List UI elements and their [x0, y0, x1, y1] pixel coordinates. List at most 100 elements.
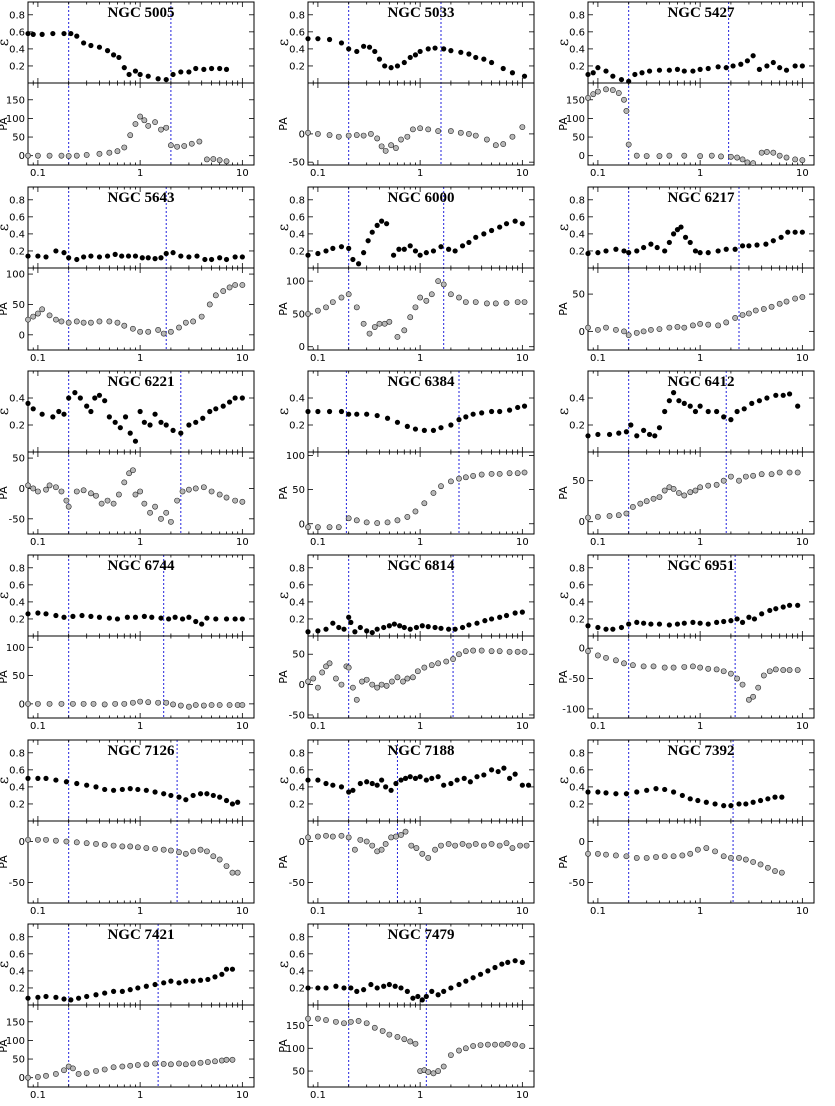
pa-point	[613, 852, 619, 859]
pa-y-tick-label: -50	[569, 674, 585, 685]
pa-point	[428, 662, 435, 669]
ellipticity-point	[777, 65, 783, 71]
panel-ngc-6814: 0.1 1 10 0.2 0.4 0.6 0.8 -50 0 50 ε PA NGC 6814	[276, 554, 535, 732]
ellipticity-point	[721, 618, 727, 625]
ellipticity-point	[68, 30, 74, 37]
ellipticity-point	[412, 52, 419, 58]
pa-axis-label: PA	[277, 302, 290, 316]
ellipticity-point	[715, 64, 721, 70]
ellipticity-point	[88, 253, 94, 259]
pa-point	[462, 648, 469, 655]
ellipticity-point	[785, 229, 791, 235]
ellipticity-point	[448, 780, 454, 787]
panel-title: NGC 7479	[387, 927, 454, 943]
pa-point	[206, 301, 213, 308]
pa-point	[353, 132, 360, 138]
ellipticity-point	[386, 981, 392, 988]
ellipticity-point	[132, 438, 139, 444]
pa-axis-label: PA	[277, 117, 290, 131]
pa-y-tick-label: 0	[299, 680, 305, 691]
pa-point	[799, 157, 806, 164]
ellipticity-point	[204, 791, 210, 797]
eps-y-tick-label: 0.8	[289, 10, 305, 21]
x-tick-label: 10	[236, 1090, 249, 1101]
ellipticity-point	[102, 786, 108, 793]
pa-y-tick-label: 100	[286, 1044, 305, 1055]
pa-point	[681, 492, 688, 499]
ellipticity-point	[585, 623, 591, 629]
eps-y-tick-label: 0.4	[9, 394, 25, 405]
pa-axes	[307, 451, 535, 535]
ellipticity-point	[503, 612, 510, 619]
pa-point	[374, 684, 381, 691]
eps-y-tick-label: 0.6	[9, 27, 25, 38]
ellipticity-point	[357, 780, 363, 787]
ellipticity-point	[239, 254, 245, 260]
pa-point	[656, 326, 663, 333]
pa-point	[204, 156, 210, 163]
ellipticity-point	[697, 66, 703, 72]
pa-point	[93, 841, 99, 847]
pa-point	[410, 126, 416, 133]
pa-axis-label: PA	[557, 302, 570, 316]
ellipticity-point	[355, 261, 362, 267]
pa-axis-label: PA	[0, 855, 10, 869]
pa-point	[53, 1071, 59, 1077]
pa-point	[46, 482, 53, 489]
pa-point	[734, 675, 741, 682]
ellipticity-point	[368, 981, 374, 988]
ellipticity-point	[595, 789, 601, 795]
pa-point	[389, 678, 395, 685]
panel-ngc-6000: 0.1 1 10 0.2 0.4 0.6 0.8 0 50 100 ε PA NGC 6000	[276, 186, 535, 364]
pa-point	[623, 108, 630, 114]
x-tick-label: 10	[516, 1090, 529, 1101]
pa-point	[595, 326, 601, 333]
pa-point	[182, 850, 189, 857]
ellipticity-point	[681, 400, 687, 406]
eps-y-tick-label: 0.6	[569, 580, 585, 591]
pa-point	[661, 853, 668, 860]
eps-y-tick-label: 0.6	[289, 212, 305, 223]
ellipticity-point	[666, 67, 672, 73]
ellipticity-point	[497, 614, 503, 620]
eps-axis-label: ε	[0, 961, 12, 968]
pa-point	[720, 668, 727, 675]
ellipticity-point	[466, 239, 472, 246]
pa-point	[177, 702, 184, 709]
ellipticity-point	[423, 777, 429, 783]
ellipticity-point	[190, 978, 196, 984]
pa-point	[419, 850, 426, 857]
ellipticity-point	[199, 621, 205, 627]
pa-point	[412, 304, 419, 311]
ellipticity-point	[346, 789, 352, 795]
pa-point	[190, 1060, 197, 1067]
pa-point	[315, 307, 321, 314]
pa-point	[640, 328, 647, 335]
ellipticity-point	[492, 964, 498, 971]
ellipticity-point	[519, 782, 525, 788]
ellipticity-point	[220, 403, 226, 409]
ellipticity-point	[678, 224, 684, 230]
ellipticity-point	[179, 616, 186, 622]
ellipticity-point	[626, 621, 632, 627]
pa-point	[585, 850, 591, 857]
ellipticity-point	[448, 422, 454, 428]
pa-point	[168, 328, 174, 335]
x-tick-label: 0.1	[30, 168, 46, 179]
ellipticity-point	[84, 403, 90, 409]
pa-point	[152, 119, 158, 126]
ellipticity-point	[764, 63, 770, 69]
eps-y-tick-label: 0.8	[289, 748, 305, 759]
eps-y-tick-label: 0.6	[569, 212, 585, 223]
pa-point	[633, 329, 640, 336]
ellipticity-point	[122, 414, 129, 420]
ellipticity-point	[30, 406, 36, 412]
pa-point	[412, 508, 419, 515]
pa-point	[46, 152, 53, 159]
pa-point	[121, 322, 128, 329]
pa-y-tick-label: 100	[566, 114, 585, 125]
pa-y-tick-label: 0	[579, 517, 585, 528]
pa-point	[333, 675, 339, 682]
pa-point	[315, 684, 321, 691]
ellipticity-point	[446, 246, 452, 252]
